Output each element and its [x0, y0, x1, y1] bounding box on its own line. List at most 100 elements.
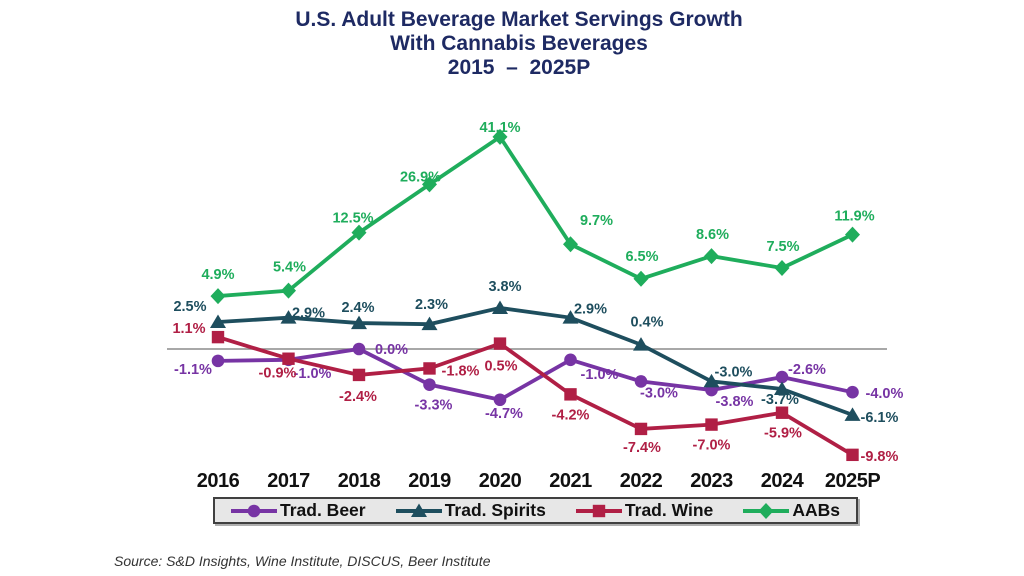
data-label: -3.8% — [716, 394, 754, 410]
x-axis-label-2025p: 2025P — [825, 470, 880, 492]
data-label: 2.9% — [574, 302, 607, 318]
diamond-marker — [351, 224, 367, 241]
data-label: -0.9% — [259, 366, 297, 382]
triangle-marker — [280, 310, 297, 324]
triangle-marker — [562, 310, 579, 324]
data-label: -4.0% — [866, 386, 904, 402]
diamond-marker — [422, 176, 437, 193]
legend-item-trad-spirits: Trad. Spirits — [395, 500, 546, 521]
chart-legend: Trad. Beer Trad. Spirits Trad. Wine AABs — [213, 497, 858, 524]
legend-item-trad-wine: Trad. Wine — [575, 500, 714, 521]
circle-marker — [493, 393, 507, 407]
data-label: -3.0% — [715, 364, 753, 380]
square-marker — [634, 422, 648, 436]
x-axis-label-2018: 2018 — [338, 470, 381, 492]
circle-marker — [775, 370, 789, 384]
diamond-marker — [704, 248, 719, 265]
legend-label: Trad. Wine — [624, 500, 714, 520]
data-label: 6.5% — [625, 249, 658, 265]
square-marker — [423, 362, 436, 375]
data-label: -3.0% — [640, 385, 678, 401]
series-trad-spirits: 2.5% 2.9% 2.4% 2.3% 3.8% 2.9% 0.4% -3.0% -3.7% -6… — [173, 279, 898, 426]
data-label: -6.1% — [861, 410, 899, 426]
data-label: -1.1% — [174, 362, 212, 378]
data-label: 2.5% — [173, 299, 206, 315]
circle-marker — [846, 385, 859, 399]
data-label: 2.9% — [292, 306, 325, 322]
data-label: -1.0% — [581, 367, 619, 383]
x-axis-label-2022: 2022 — [620, 470, 663, 492]
chart-title-line1: U.S. Adult Beverage Market Servings Grow… — [295, 8, 743, 31]
data-label: -4.7% — [485, 406, 523, 422]
chart-title: U.S. Adult Beverage Market Servings Grow… — [14, 8, 1024, 80]
series-line — [217, 306, 854, 417]
data-label: 5.4% — [273, 260, 306, 276]
data-label: -4.2% — [552, 407, 590, 423]
diamond-marker — [492, 128, 508, 145]
diamond-marker — [633, 270, 649, 287]
diamond-marker — [210, 288, 226, 305]
circle-marker — [211, 354, 225, 368]
circle-marker — [564, 353, 577, 367]
data-label: -7.0% — [693, 438, 731, 454]
circle-marker — [634, 375, 648, 388]
series-aabs: 4.9% 5.4% 12.5% 26.9% 41.1% 9.7% 6.5% 8.6% 7.5% 1… — [201, 120, 875, 305]
data-label: -1.0% — [294, 366, 332, 382]
data-label: -2.6% — [788, 362, 826, 378]
data-label: 7.5% — [766, 239, 799, 255]
square-marker — [564, 388, 577, 401]
data-label: 4.9% — [201, 267, 234, 283]
square-marker — [211, 330, 225, 344]
data-label: -3.7% — [761, 392, 799, 408]
data-label: -3.3% — [415, 398, 453, 414]
diamond-marker — [774, 260, 790, 276]
square-marker — [775, 406, 789, 419]
legend-item-aabs: AABs — [743, 500, 840, 521]
data-label: -1.8% — [442, 363, 480, 379]
data-label: -7.4% — [623, 440, 661, 456]
data-label: 11.9% — [834, 209, 874, 225]
diamond-marker — [845, 226, 860, 243]
data-label: 0.5% — [484, 359, 517, 375]
series-line — [217, 335, 854, 457]
x-axis-label-2017: 2017 — [267, 470, 310, 492]
legend-label: Trad. Spirits — [444, 500, 546, 520]
data-label: 3.8% — [488, 279, 521, 295]
triangle-marker — [844, 407, 861, 421]
triangle-marker — [703, 373, 720, 388]
data-label: 0.4% — [630, 315, 663, 331]
square-marker — [846, 448, 859, 462]
circle-marker — [247, 504, 261, 517]
series-trad-wine: 1.1% -0.9% -2.4% -1.8% 0.5% -4.2% -7.4% -7.0% -5… — [172, 321, 898, 465]
circle-marker — [423, 378, 436, 391]
chart-title-line3: 2015 – 2025P — [447, 56, 591, 79]
data-label: 41.1% — [479, 120, 520, 136]
diamond-marker — [758, 502, 774, 519]
triangle-marker — [210, 314, 226, 328]
square-marker — [493, 337, 507, 350]
legend-item-trad-beer: Trad. Beer — [231, 500, 366, 521]
legend-marker-circle-icon — [231, 504, 277, 517]
data-label: 9.7% — [580, 213, 613, 229]
data-label: 26.9% — [400, 169, 441, 185]
circle-marker — [352, 342, 366, 356]
square-marker — [352, 368, 366, 382]
chart-title-line2: With Cannabis Beverages — [390, 32, 648, 55]
source-attribution: Source: S&D Insights, Wine Institute, DI… — [114, 553, 491, 569]
square-marker — [592, 504, 606, 517]
data-label: -5.9% — [764, 426, 802, 442]
legend-marker-square-icon — [575, 504, 622, 517]
x-axis-label-2021: 2021 — [549, 470, 592, 492]
data-label: 2.3% — [415, 297, 448, 313]
square-marker — [282, 352, 295, 365]
x-axis-label-2016: 2016 — [197, 470, 240, 492]
x-axis-label-2020: 2020 — [479, 470, 522, 492]
x-axis-label-2023: 2023 — [690, 470, 733, 492]
legend-label: AABs — [792, 500, 840, 520]
x-axis-label-2019: 2019 — [408, 470, 451, 492]
data-label: 12.5% — [332, 211, 373, 227]
triangle-marker — [421, 316, 438, 331]
square-marker — [705, 418, 718, 431]
